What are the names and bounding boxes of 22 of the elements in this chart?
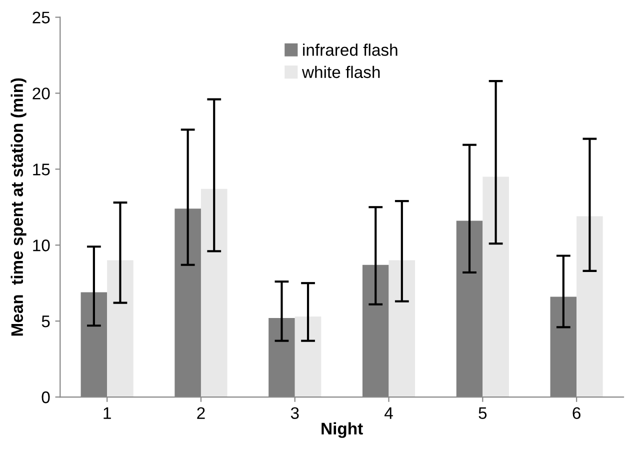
x-tick-label: 1 <box>104 407 111 419</box>
x-tick-label: 6 <box>572 407 580 419</box>
bar <box>482 176 509 398</box>
y-tick-label: 10 <box>33 240 50 252</box>
y-tick-label: 15 <box>33 164 50 176</box>
y-tick-label: 0 <box>42 391 50 404</box>
bar <box>576 216 603 398</box>
y-tick-label: 25 <box>32 12 50 24</box>
x-tick-label: 2 <box>197 407 205 419</box>
bar <box>200 188 228 398</box>
bar <box>107 260 134 398</box>
bar <box>388 260 416 398</box>
y-axis-title: Mean time spent at station (min) <box>10 78 26 336</box>
x-tick-label: 4 <box>384 407 393 419</box>
legend-label: white flash <box>302 66 380 78</box>
x-axis-title: Night <box>322 422 363 438</box>
legend-label: infrared flash <box>303 44 398 56</box>
y-tick-label: 5 <box>42 316 50 328</box>
x-tick-label: 5 <box>478 407 487 419</box>
y-tick-label: 20 <box>32 88 50 100</box>
bar <box>294 316 322 398</box>
x-tick-label: 3 <box>290 407 299 419</box>
